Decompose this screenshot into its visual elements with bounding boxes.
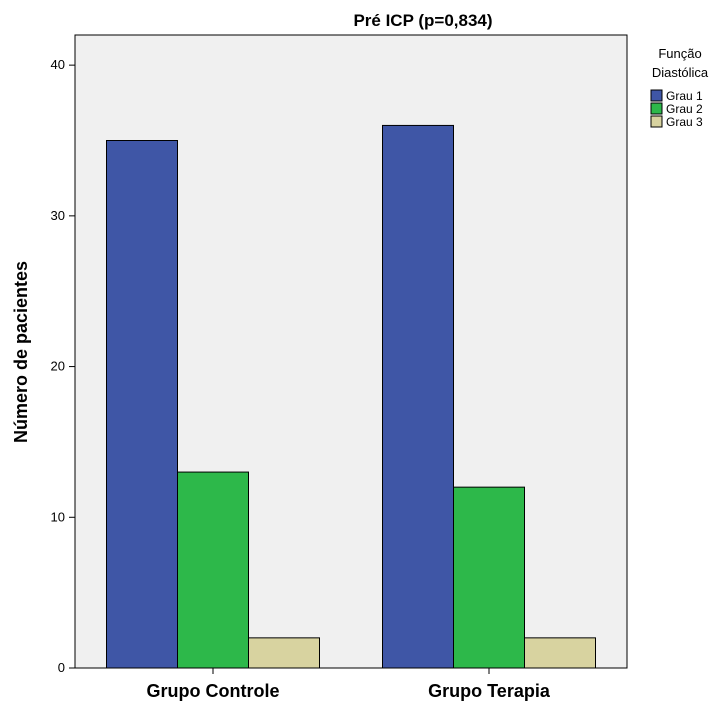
legend-swatch-2 <box>650 102 663 115</box>
chart-title: Pré ICP (p=0,834) <box>353 11 492 30</box>
x-tick-label: Grupo Terapia <box>428 681 551 701</box>
legend-label-1: Grau 1 <box>666 89 703 103</box>
legend-title-line2: Diastólica <box>652 65 709 80</box>
x-tick-label: Grupo Controle <box>147 681 280 701</box>
y-tick-label: 40 <box>51 57 65 72</box>
bar-1-1 <box>106 140 178 669</box>
y-tick-label: 0 <box>58 660 65 675</box>
bar-2-3 <box>524 637 596 669</box>
y-axis-label: Número de pacientes <box>11 261 31 443</box>
bar-1-3 <box>248 637 320 669</box>
legend-swatch-1 <box>650 89 663 102</box>
bar-1-2 <box>177 471 249 669</box>
y-tick-label: 20 <box>51 359 65 374</box>
legend-title-line1: Função <box>658 46 701 61</box>
bar-2-1 <box>382 124 454 669</box>
x-axis: Grupo Controle Grupo Terapia <box>147 668 551 701</box>
legend-label-3: Grau 3 <box>666 115 703 129</box>
legend-label-2: Grau 2 <box>666 102 703 116</box>
bars-group <box>106 124 596 669</box>
legend-swatch-3 <box>650 115 663 128</box>
y-tick-label: 30 <box>51 208 65 223</box>
y-tick-label: 10 <box>51 509 65 524</box>
bar-2-2 <box>453 486 525 669</box>
y-axis: 0 10 20 30 40 <box>51 57 75 675</box>
